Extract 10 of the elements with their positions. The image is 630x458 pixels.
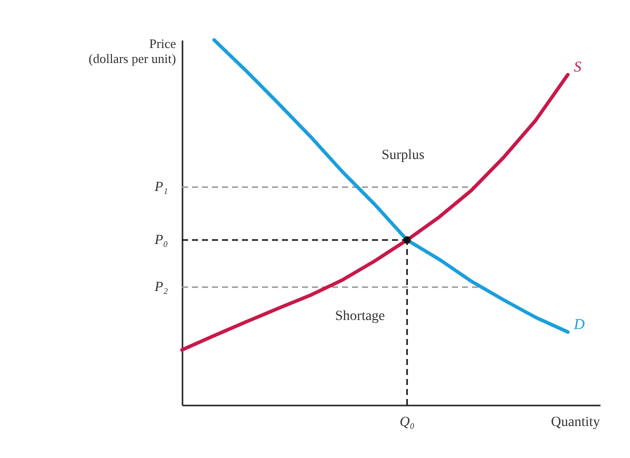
ref-line-label: P₁ xyxy=(154,180,168,196)
series-label: D xyxy=(572,317,585,333)
annotation: Surplus xyxy=(382,148,424,163)
ref-line-label: P₂ xyxy=(154,280,168,296)
annotation: Shortage xyxy=(335,309,385,324)
y-axis-title: Price (dollars per unit) xyxy=(88,36,176,66)
text: Q₀ xyxy=(400,415,415,430)
ref-line-label: P₀ xyxy=(154,233,168,248)
x-axis-title: Quantity xyxy=(551,415,600,430)
series-label: S xyxy=(574,60,582,76)
